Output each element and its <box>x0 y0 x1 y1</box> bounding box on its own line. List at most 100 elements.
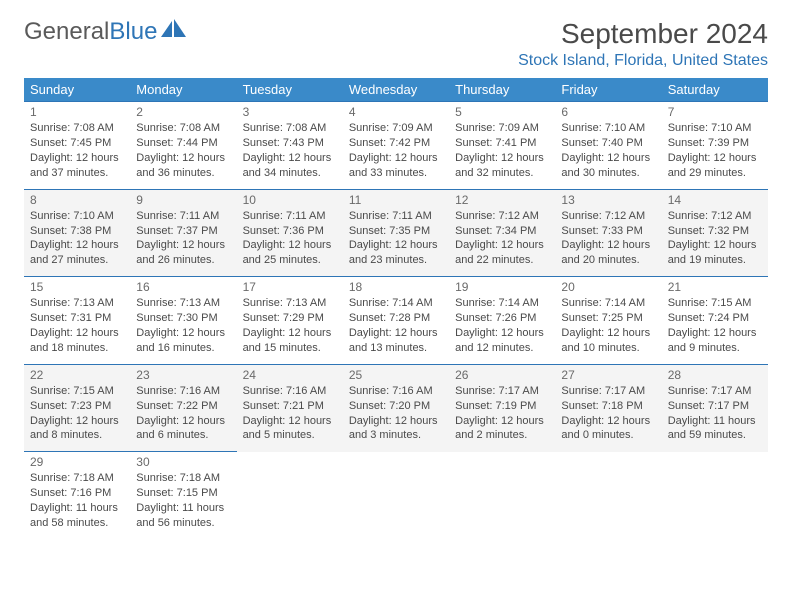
daylight-line: Daylight: 12 hours and 10 minutes. <box>561 326 655 356</box>
sunrise-line: Sunrise: 7:10 AM <box>668 121 762 136</box>
calendar: Sunday Monday Tuesday Wednesday Thursday… <box>24 78 768 539</box>
day-number: 25 <box>349 367 443 383</box>
calendar-day-cell: 25Sunrise: 7:16 AMSunset: 7:20 PMDayligh… <box>343 364 449 452</box>
day-number: 2 <box>136 104 230 120</box>
col-monday: Monday <box>130 78 236 102</box>
daylight-line: Daylight: 12 hours and 6 minutes. <box>136 414 230 444</box>
sunset-line: Sunset: 7:24 PM <box>668 311 762 326</box>
sunrise-line: Sunrise: 7:10 AM <box>561 121 655 136</box>
day-number: 11 <box>349 192 443 208</box>
col-wednesday: Wednesday <box>343 78 449 102</box>
sunrise-line: Sunrise: 7:13 AM <box>30 296 124 311</box>
day-number: 27 <box>561 367 655 383</box>
calendar-day-cell: 2Sunrise: 7:08 AMSunset: 7:44 PMDaylight… <box>130 102 236 190</box>
location: Stock Island, Florida, United States <box>518 52 768 70</box>
calendar-day-cell: 16Sunrise: 7:13 AMSunset: 7:30 PMDayligh… <box>130 277 236 365</box>
sunrise-line: Sunrise: 7:08 AM <box>243 121 337 136</box>
sunrise-line: Sunrise: 7:08 AM <box>136 121 230 136</box>
sunset-line: Sunset: 7:17 PM <box>668 399 762 414</box>
day-number: 18 <box>349 279 443 295</box>
sunset-line: Sunset: 7:40 PM <box>561 136 655 151</box>
day-number: 29 <box>30 454 124 470</box>
day-number: 23 <box>136 367 230 383</box>
calendar-day-cell: 3Sunrise: 7:08 AMSunset: 7:43 PMDaylight… <box>237 102 343 190</box>
daylight-line: Daylight: 12 hours and 8 minutes. <box>30 414 124 444</box>
calendar-day-cell: 8Sunrise: 7:10 AMSunset: 7:38 PMDaylight… <box>24 189 130 277</box>
sunset-line: Sunset: 7:34 PM <box>455 224 549 239</box>
calendar-day-cell: 21Sunrise: 7:15 AMSunset: 7:24 PMDayligh… <box>662 277 768 365</box>
daylight-line: Daylight: 12 hours and 0 minutes. <box>561 414 655 444</box>
daylight-line: Daylight: 12 hours and 18 minutes. <box>30 326 124 356</box>
sunset-line: Sunset: 7:15 PM <box>136 486 230 501</box>
daylight-line: Daylight: 12 hours and 30 minutes. <box>561 151 655 181</box>
day-number: 4 <box>349 104 443 120</box>
daylight-line: Daylight: 12 hours and 5 minutes. <box>243 414 337 444</box>
calendar-week-row: 8Sunrise: 7:10 AMSunset: 7:38 PMDaylight… <box>24 189 768 277</box>
sunset-line: Sunset: 7:37 PM <box>136 224 230 239</box>
day-number: 1 <box>30 104 124 120</box>
sunset-line: Sunset: 7:36 PM <box>243 224 337 239</box>
day-number: 7 <box>668 104 762 120</box>
day-number: 12 <box>455 192 549 208</box>
sunset-line: Sunset: 7:43 PM <box>243 136 337 151</box>
title-block: September 2024 Stock Island, Florida, Un… <box>518 18 768 70</box>
calendar-day-cell: 1Sunrise: 7:08 AMSunset: 7:45 PMDaylight… <box>24 102 130 190</box>
sunrise-line: Sunrise: 7:13 AM <box>243 296 337 311</box>
col-friday: Friday <box>555 78 661 102</box>
sunset-line: Sunset: 7:23 PM <box>30 399 124 414</box>
daylight-line: Daylight: 12 hours and 13 minutes. <box>349 326 443 356</box>
sunset-line: Sunset: 7:16 PM <box>30 486 124 501</box>
sunset-line: Sunset: 7:28 PM <box>349 311 443 326</box>
daylight-line: Daylight: 12 hours and 12 minutes. <box>455 326 549 356</box>
daylight-line: Daylight: 12 hours and 26 minutes. <box>136 238 230 268</box>
calendar-week-row: 15Sunrise: 7:13 AMSunset: 7:31 PMDayligh… <box>24 277 768 365</box>
header: GeneralBlue September 2024 Stock Island,… <box>24 18 768 70</box>
calendar-day-cell <box>449 452 555 539</box>
day-number: 16 <box>136 279 230 295</box>
sunrise-line: Sunrise: 7:12 AM <box>561 209 655 224</box>
sunset-line: Sunset: 7:25 PM <box>561 311 655 326</box>
day-number: 28 <box>668 367 762 383</box>
day-number: 22 <box>30 367 124 383</box>
col-sunday: Sunday <box>24 78 130 102</box>
calendar-day-cell: 20Sunrise: 7:14 AMSunset: 7:25 PMDayligh… <box>555 277 661 365</box>
daylight-line: Daylight: 12 hours and 36 minutes. <box>136 151 230 181</box>
calendar-day-cell <box>555 452 661 539</box>
calendar-day-cell: 4Sunrise: 7:09 AMSunset: 7:42 PMDaylight… <box>343 102 449 190</box>
daylight-line: Daylight: 12 hours and 32 minutes. <box>455 151 549 181</box>
day-number: 19 <box>455 279 549 295</box>
sunrise-line: Sunrise: 7:17 AM <box>455 384 549 399</box>
calendar-day-cell: 29Sunrise: 7:18 AMSunset: 7:16 PMDayligh… <box>24 452 130 539</box>
sunrise-line: Sunrise: 7:11 AM <box>349 209 443 224</box>
sunrise-line: Sunrise: 7:13 AM <box>136 296 230 311</box>
sunset-line: Sunset: 7:26 PM <box>455 311 549 326</box>
calendar-day-cell: 11Sunrise: 7:11 AMSunset: 7:35 PMDayligh… <box>343 189 449 277</box>
calendar-week-row: 1Sunrise: 7:08 AMSunset: 7:45 PMDaylight… <box>24 102 768 190</box>
day-number: 30 <box>136 454 230 470</box>
sunrise-line: Sunrise: 7:14 AM <box>561 296 655 311</box>
day-number: 13 <box>561 192 655 208</box>
calendar-day-cell: 15Sunrise: 7:13 AMSunset: 7:31 PMDayligh… <box>24 277 130 365</box>
sunset-line: Sunset: 7:32 PM <box>668 224 762 239</box>
sunset-line: Sunset: 7:22 PM <box>136 399 230 414</box>
calendar-day-cell: 22Sunrise: 7:15 AMSunset: 7:23 PMDayligh… <box>24 364 130 452</box>
calendar-day-cell: 26Sunrise: 7:17 AMSunset: 7:19 PMDayligh… <box>449 364 555 452</box>
month-title: September 2024 <box>518 18 768 50</box>
sunset-line: Sunset: 7:38 PM <box>30 224 124 239</box>
day-number: 15 <box>30 279 124 295</box>
daylight-line: Daylight: 11 hours and 58 minutes. <box>30 501 124 531</box>
daylight-line: Daylight: 12 hours and 15 minutes. <box>243 326 337 356</box>
sunset-line: Sunset: 7:33 PM <box>561 224 655 239</box>
day-number: 17 <box>243 279 337 295</box>
sunrise-line: Sunrise: 7:11 AM <box>136 209 230 224</box>
sunset-line: Sunset: 7:35 PM <box>349 224 443 239</box>
sunset-line: Sunset: 7:42 PM <box>349 136 443 151</box>
daylight-line: Daylight: 12 hours and 23 minutes. <box>349 238 443 268</box>
sunset-line: Sunset: 7:21 PM <box>243 399 337 414</box>
sunset-line: Sunset: 7:18 PM <box>561 399 655 414</box>
day-number: 9 <box>136 192 230 208</box>
sunset-line: Sunset: 7:30 PM <box>136 311 230 326</box>
day-number: 3 <box>243 104 337 120</box>
daylight-line: Daylight: 12 hours and 34 minutes. <box>243 151 337 181</box>
sunrise-line: Sunrise: 7:17 AM <box>668 384 762 399</box>
